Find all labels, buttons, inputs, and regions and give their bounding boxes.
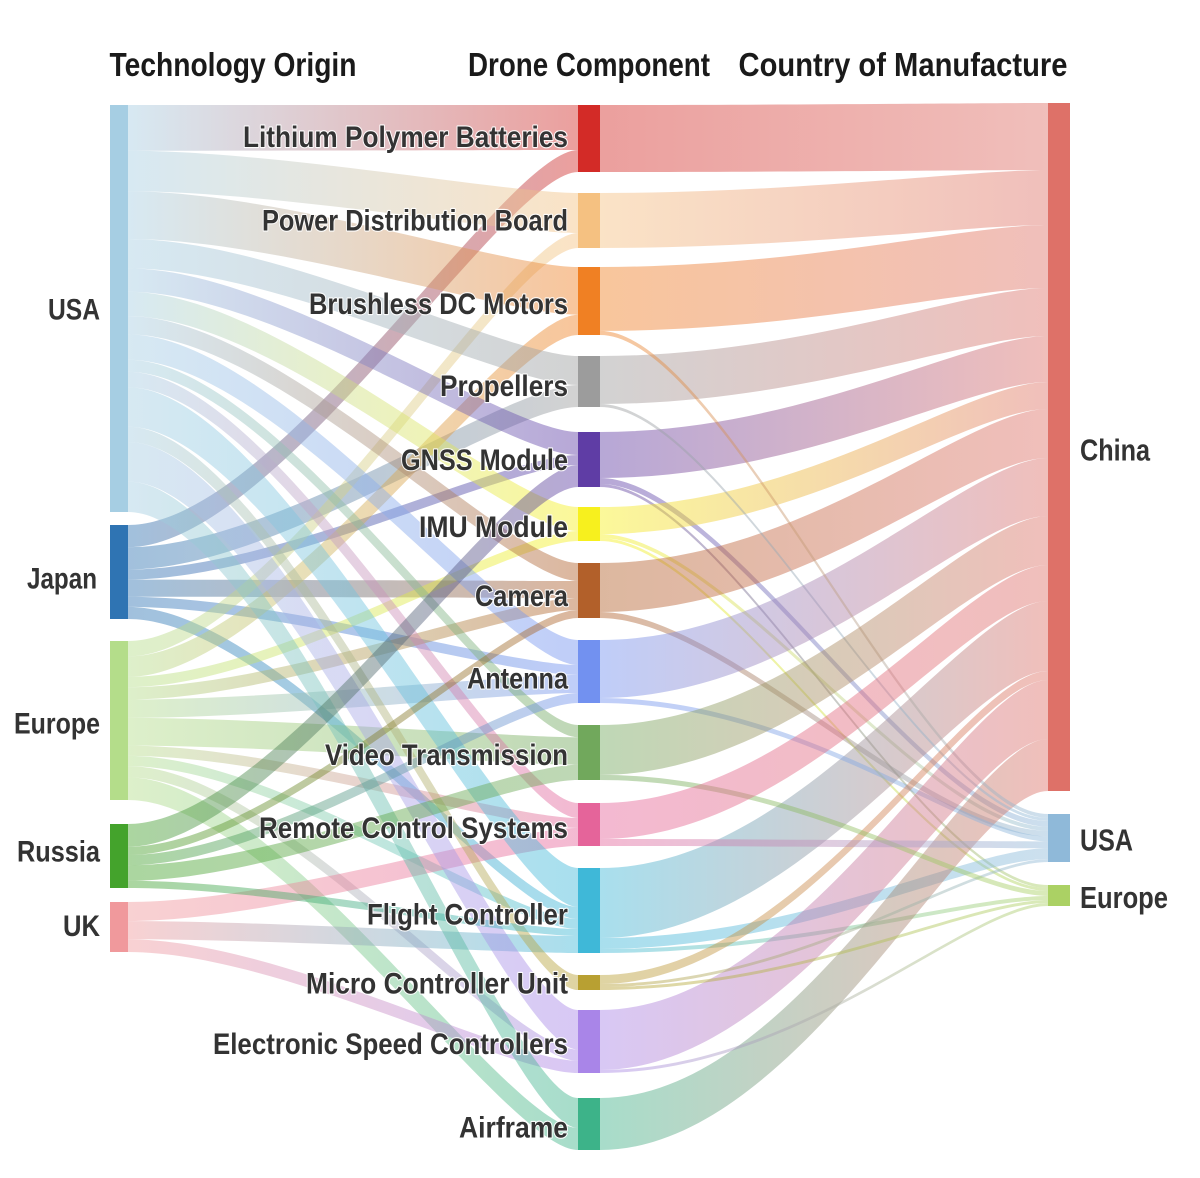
svg-text:Propellers: Propellers [440,370,568,403]
svg-text:Europe: Europe [1080,880,1168,915]
svg-text:Country of Manufacture: Country of Manufacture [739,46,1068,83]
svg-text:Electronic Speed Controllers: Electronic Speed Controllers [213,1028,568,1061]
svg-text:Brushless DC Motors: Brushless DC Motors [309,288,568,321]
svg-text:Remote Control Systems: Remote Control Systems [259,812,568,845]
svg-text:Technology Origin: Technology Origin [110,46,357,83]
svg-text:Camera: Camera [475,580,568,613]
svg-text:Airframe: Airframe [459,1112,568,1145]
svg-text:GNSS Module: GNSS Module [401,444,568,477]
svg-text:UK: UK [63,910,100,943]
svg-text:USA: USA [48,294,100,327]
svg-text:Lithium Polymer Batteries: Lithium Polymer Batteries [243,121,568,154]
svg-text:Europe: Europe [14,708,100,741]
svg-text:Drone Component: Drone Component [468,46,710,83]
svg-text:Micro Controller Unit: Micro Controller Unit [306,968,568,1001]
svg-text:IMU Module: IMU Module [419,511,568,544]
svg-text:Power Distribution Board: Power Distribution Board [262,205,568,238]
svg-text:Video Transmission: Video Transmission [325,739,568,772]
svg-text:Antenna: Antenna [467,663,568,696]
svg-text:Russia: Russia [17,836,100,869]
svg-text:China: China [1080,433,1151,468]
svg-text:Flight Controller: Flight Controller [367,899,568,932]
svg-text:USA: USA [1080,823,1133,858]
svg-text:Japan: Japan [27,563,97,596]
